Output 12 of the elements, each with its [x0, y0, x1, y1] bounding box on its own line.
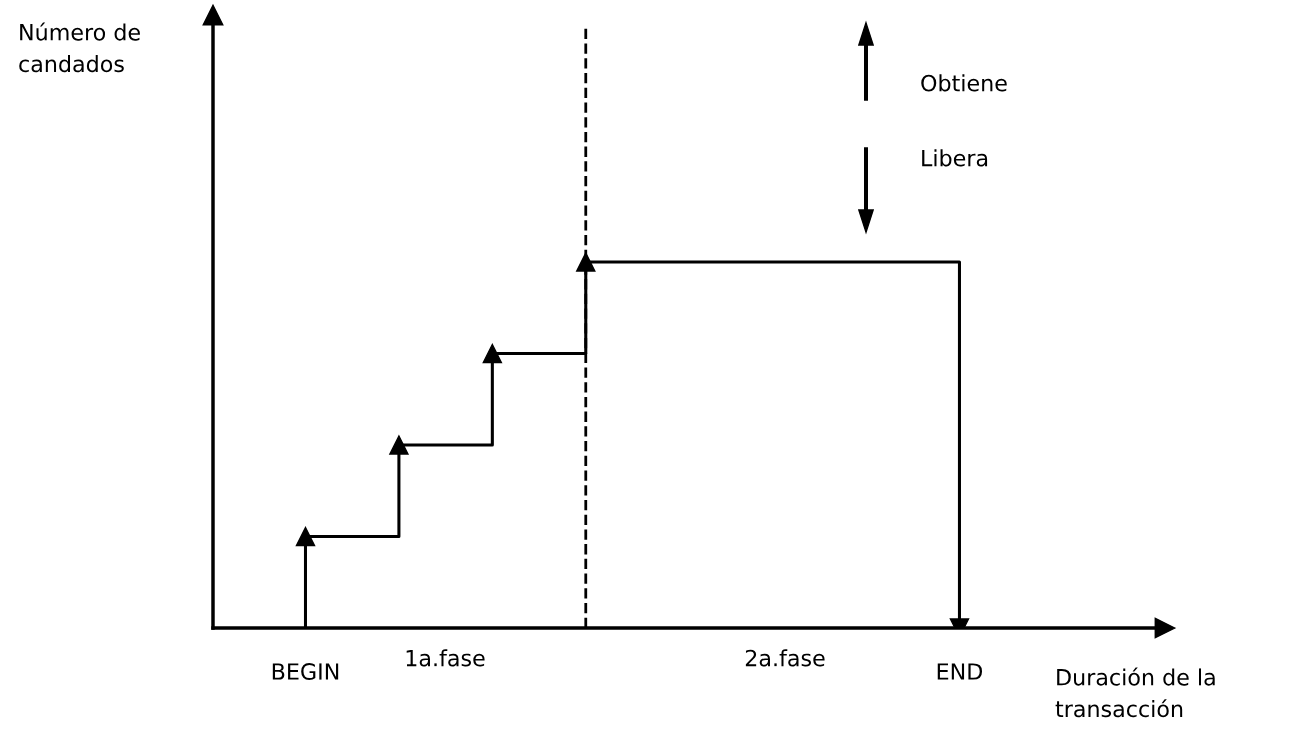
text: Obtiene: [921, 74, 1007, 92]
point: [389, 435, 409, 455]
text: Número de candados: [19, 22, 140, 73]
text: 2a.fase: [745, 649, 825, 667]
x-tick-label: END: [937, 663, 983, 680]
text: 1a.fase: [406, 649, 485, 667]
point: [576, 252, 596, 272]
point: [295, 526, 316, 547]
x-tick-label: BEGIN: [272, 663, 339, 680]
text: Libera: [922, 149, 988, 167]
point: [482, 343, 503, 364]
x-axis-title: Duración de la transacción: [1055, 667, 1215, 718]
